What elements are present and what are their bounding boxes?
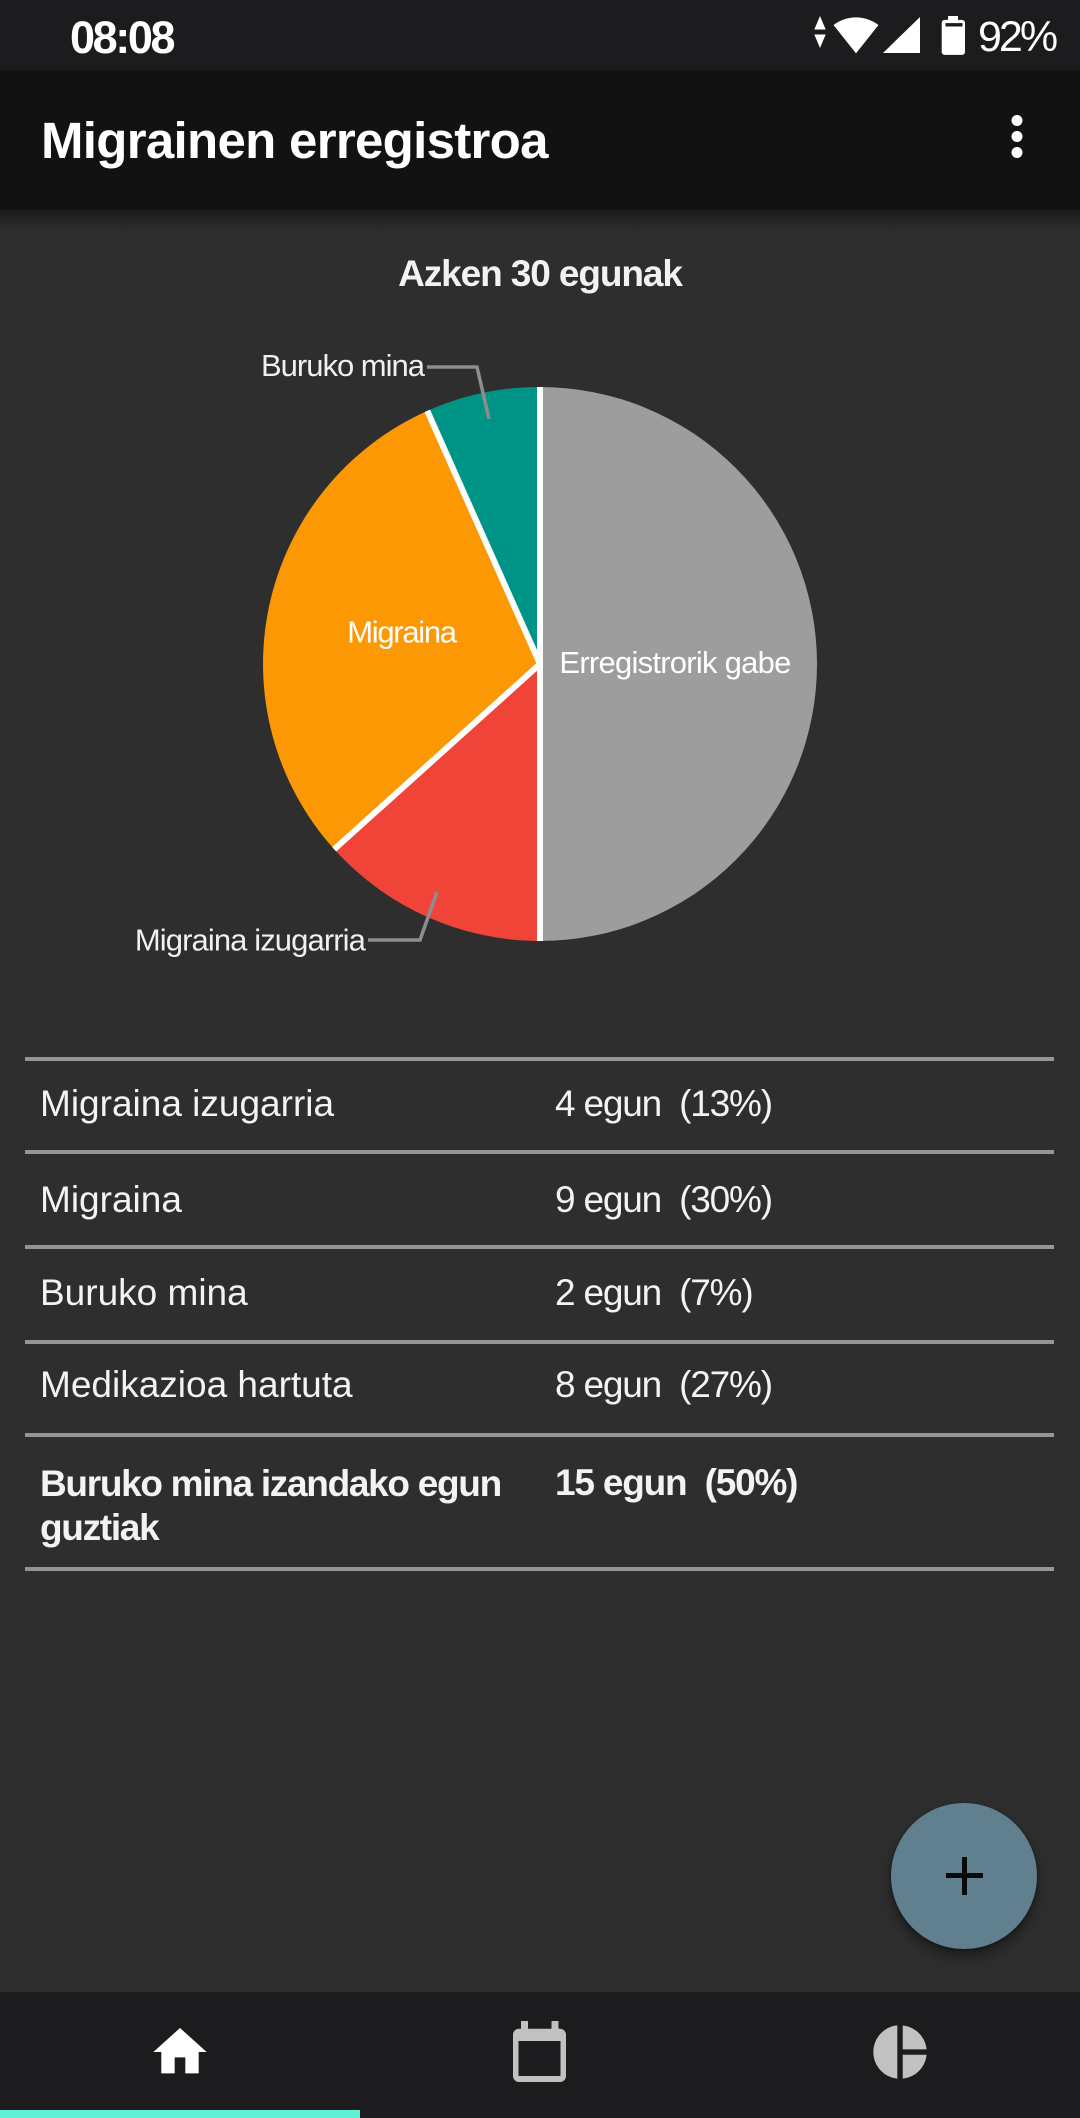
svg-text:Erregistrorik gabe: Erregistrorik gabe [559,645,790,680]
svg-text:Migraina izugarria: Migraina izugarria [135,923,367,958]
svg-text:Migraina: Migraina [347,615,458,650]
svg-text:Buruko mina: Buruko mina [261,348,426,383]
